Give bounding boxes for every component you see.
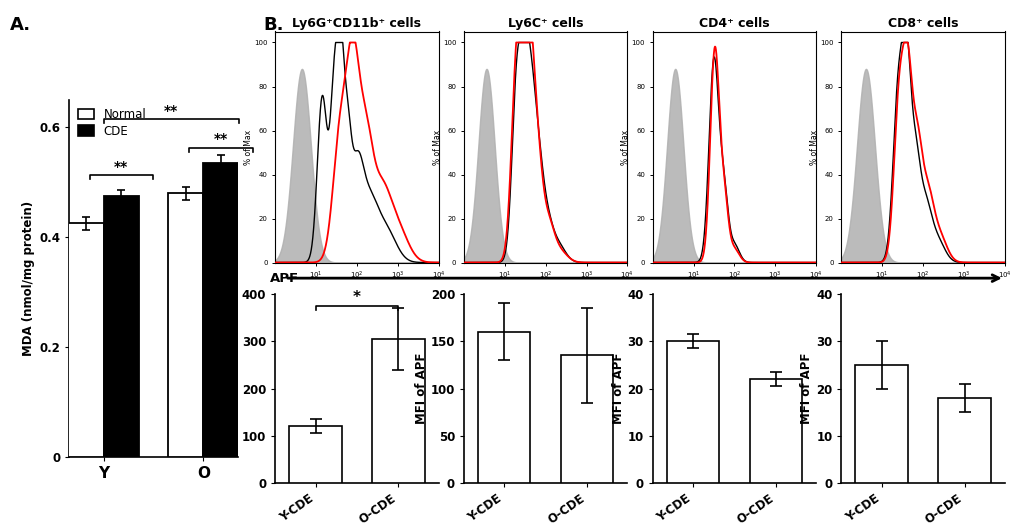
- Y-axis label: % of Max: % of Max: [432, 130, 441, 164]
- Legend: Normal, CDE: Normal, CDE: [75, 106, 149, 140]
- Title: Ly6G⁺CD11b⁺ cells: Ly6G⁺CD11b⁺ cells: [292, 17, 421, 30]
- Y-axis label: MFI of APF: MFI of APF: [800, 353, 812, 424]
- Bar: [203, 163, 238, 457]
- Text: **: **: [214, 132, 228, 146]
- Bar: [749, 379, 801, 483]
- Bar: [289, 426, 341, 483]
- Bar: [168, 193, 203, 457]
- Bar: [855, 365, 907, 483]
- Bar: [560, 355, 612, 483]
- Text: A.: A.: [10, 16, 32, 34]
- Bar: [104, 196, 139, 457]
- Bar: [937, 398, 989, 483]
- Y-axis label: MFI of APF: MFI of APF: [415, 353, 427, 424]
- Y-axis label: MDA (nmol/mg protein): MDA (nmol/mg protein): [22, 201, 35, 356]
- Y-axis label: MFI of APF: MFI of APF: [226, 353, 238, 424]
- Bar: [372, 339, 424, 483]
- Title: CD8⁺ cells: CD8⁺ cells: [887, 17, 958, 30]
- Bar: [478, 332, 530, 483]
- Title: CD4⁺ cells: CD4⁺ cells: [698, 17, 769, 30]
- Text: **: **: [114, 160, 128, 174]
- Y-axis label: % of Max: % of Max: [621, 130, 630, 164]
- Text: B.: B.: [263, 16, 283, 34]
- Y-axis label: MFI of APF: MFI of APF: [611, 353, 624, 424]
- Bar: [666, 341, 718, 483]
- Text: *: *: [353, 290, 361, 304]
- Title: Ly6C⁺ cells: Ly6C⁺ cells: [507, 17, 583, 30]
- Bar: [68, 223, 104, 457]
- Text: **: **: [164, 103, 178, 118]
- Text: APF: APF: [270, 271, 300, 285]
- Y-axis label: % of Max: % of Max: [809, 130, 818, 164]
- Y-axis label: % of Max: % of Max: [244, 130, 253, 164]
